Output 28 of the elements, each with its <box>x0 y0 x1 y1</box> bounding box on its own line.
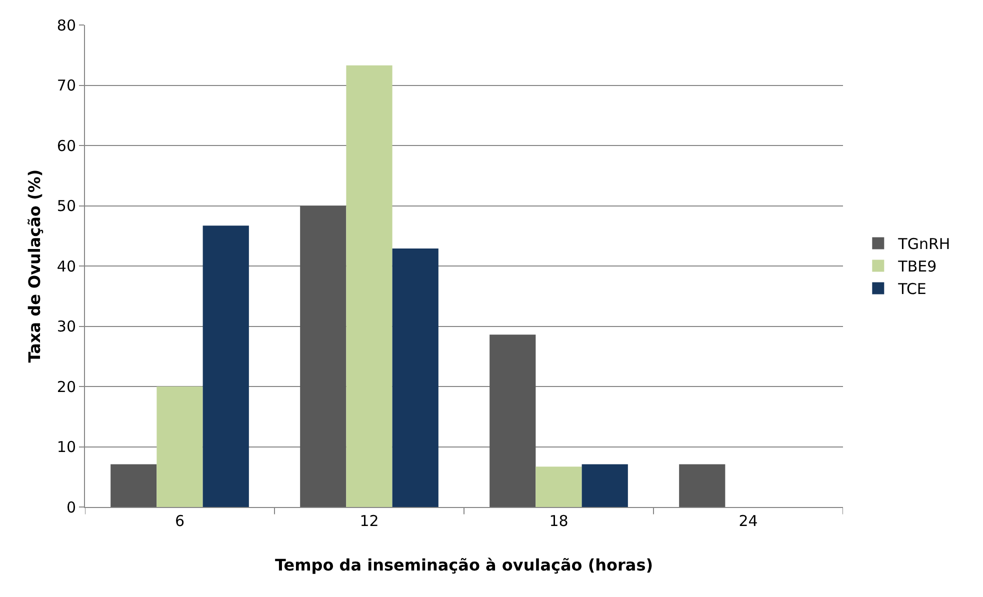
y-tick-label: 40 <box>56 257 76 276</box>
y-axis-title: Taxa de Ovulação (%) <box>24 169 44 363</box>
x-tick-label: 18 <box>549 512 568 530</box>
y-tick-label: 80 <box>56 16 76 34</box>
y-tick-label: 60 <box>56 136 76 155</box>
legend-label: TGnRH <box>897 235 950 254</box>
legend-label: TBE9 <box>897 258 937 276</box>
bar <box>202 226 249 507</box>
bar <box>300 206 346 507</box>
x-tick-label: 24 <box>738 512 758 530</box>
bar <box>110 464 157 507</box>
x-tick-label: 6 <box>174 512 185 530</box>
legend-label: TCE <box>897 280 926 298</box>
y-tick-label: 50 <box>56 197 76 215</box>
y-tick-label: 0 <box>66 498 76 516</box>
bar <box>582 464 628 507</box>
bar <box>346 65 392 507</box>
bar <box>536 466 582 507</box>
bar <box>392 248 438 507</box>
bar <box>490 334 536 507</box>
y-tick-label: 20 <box>56 378 76 396</box>
y-tick-label: 30 <box>56 318 76 336</box>
y-tick-label: 10 <box>56 438 76 456</box>
y-tick-label: 70 <box>56 76 76 94</box>
bar <box>156 386 203 507</box>
x-axis-title: Tempo da inseminação à ovulação (horas) <box>274 556 654 575</box>
x-tick-label: 12 <box>360 512 379 530</box>
bar <box>679 464 726 507</box>
